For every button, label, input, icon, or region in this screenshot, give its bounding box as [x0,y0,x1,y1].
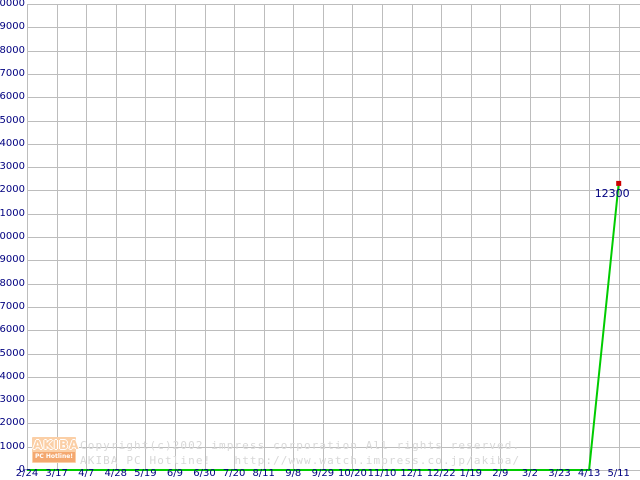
x-tick-label: 12/1 [400,468,423,479]
y-tick-label: 8000 [0,277,25,289]
x-tick-label: 2/9 [492,468,509,479]
y-tick-label: 0 [18,464,25,475]
y-tick-label: 1000 [0,440,25,452]
series-line-price [27,183,620,471]
y-tick-label: 2000 [0,417,25,429]
x-tick-label: 5/11 [607,468,630,479]
x-tick-label: 6/9 [166,468,183,479]
y-tick-label: 19000 [0,21,25,33]
x-tick-label: 3/2 [521,468,538,479]
x-tick-label: 4/13 [577,468,601,479]
x-tick-label: 3/17 [45,468,68,479]
x-tick-label: 7/20 [222,468,246,479]
y-tick-label: 7000 [0,300,25,312]
x-tick-label: 10/20 [338,468,367,479]
last-point-label: 12300 [594,187,630,201]
y-tick-label: 17000 [0,67,25,79]
y-tick-label: 6000 [0,324,25,336]
x-tick-label: 3/23 [548,468,571,479]
y-tick-label: 4000 [0,370,25,382]
x-tick-label: 4/7 [78,468,95,479]
x-tick-label: 1/19 [459,468,482,479]
x-tick-label: 6/30 [193,468,216,479]
y-tick-label: 11000 [0,207,25,219]
x-tick-label: 12/22 [426,468,456,479]
y-tick-label: 18000 [0,44,25,56]
y-tick-label: 15000 [0,114,25,126]
y-tick-label: 13000 [0,161,25,173]
y-tick-label: 16000 [0,91,25,103]
x-tick-label: 5/19 [134,468,157,479]
x-tick-label: 2/24 [15,468,39,479]
x-tick-label: 9/8 [285,468,302,479]
y-tick-label: 12000 [0,184,25,196]
y-tick-label: 20000 [0,0,25,9]
x-tick-label: 9/29 [311,468,335,479]
x-tick-label: 8/11 [252,468,275,479]
y-tick-label: 5000 [0,347,25,359]
x-tick-label: 11/10 [367,468,397,479]
x-tick-label: 4/28 [104,468,127,479]
data-point-marker [616,180,622,186]
y-tick-label: 3000 [0,394,25,406]
y-tick-label: 14000 [0,137,25,149]
y-tick-label: 9000 [0,254,25,266]
